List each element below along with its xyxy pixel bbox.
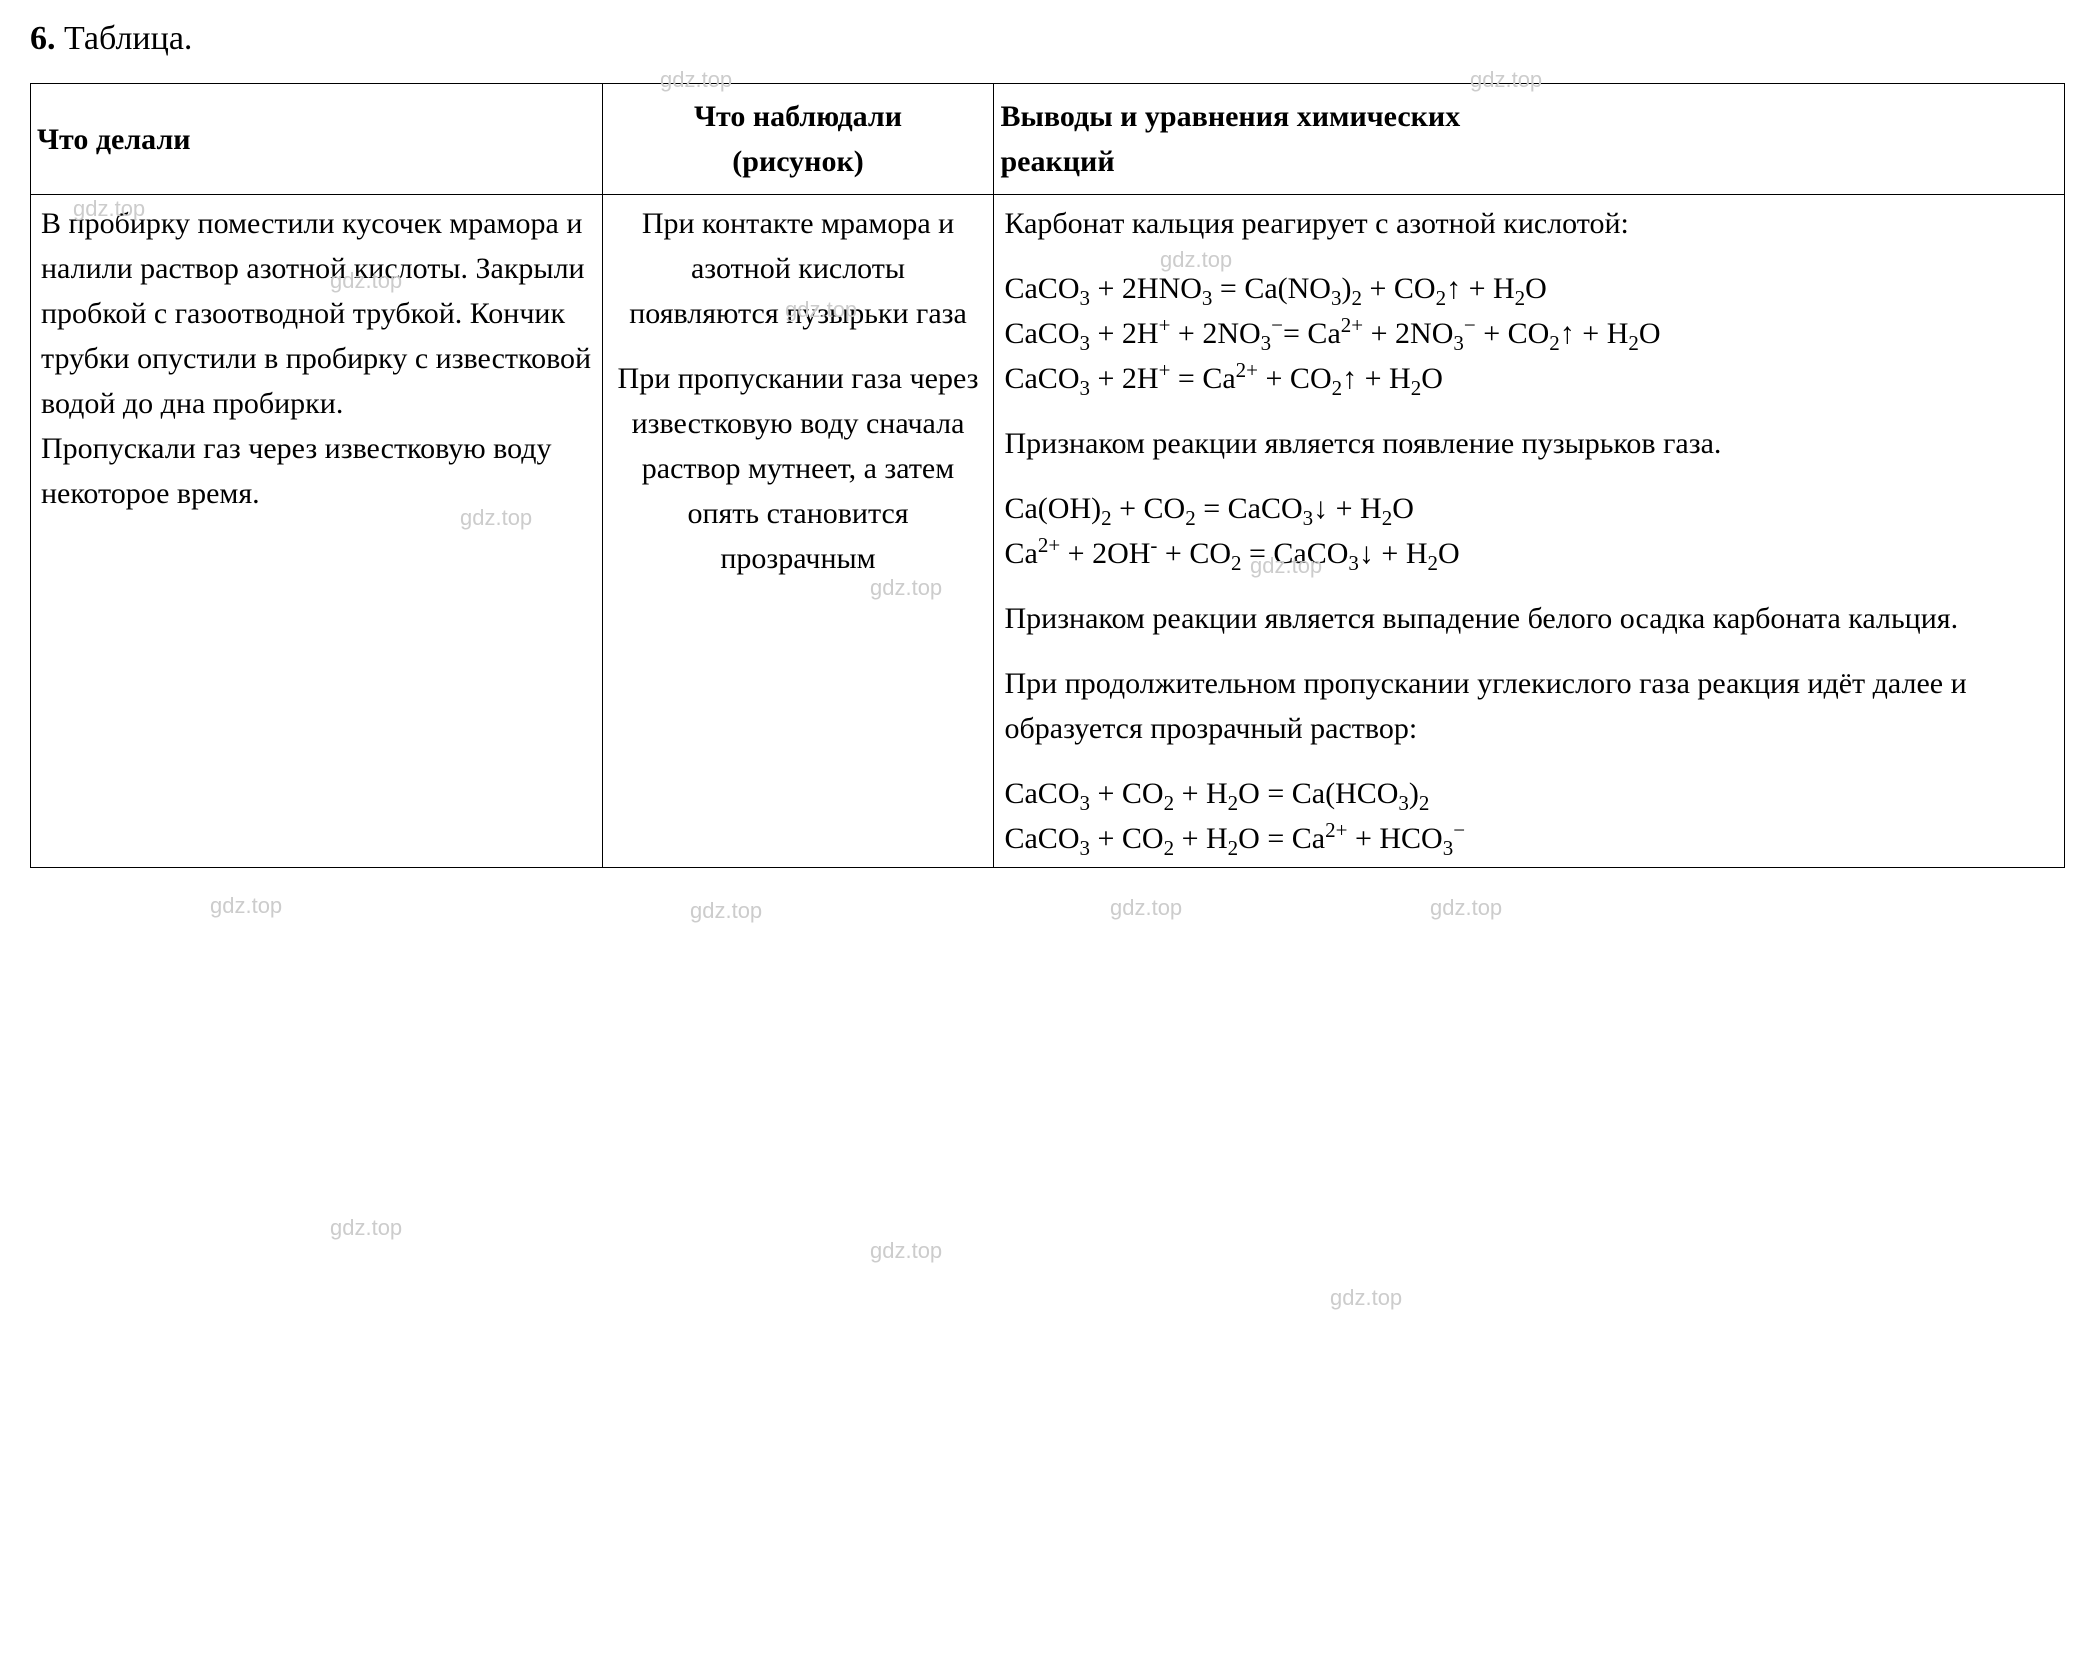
col3-eq3: CaCO3 + 2H+ = Ca2+ + CO2↑ + H2O [1004, 356, 2054, 401]
watermark-text: gdz.top [870, 1238, 942, 1264]
col3-eq5: Ca2+ + 2OH- + CO2 = CaCO3↓ + H2O [1004, 531, 2054, 576]
header-col1: Что делали [31, 84, 603, 195]
cell-col2: При контакте мрамора и азотной кислоты п… [602, 195, 994, 868]
header-col3-line2: реакций [1000, 145, 1114, 178]
header-col2: Что наблюдали (рисунок) [602, 84, 994, 195]
watermark-text: gdz.top [1430, 895, 1502, 921]
watermark-text: gdz.top [1110, 895, 1182, 921]
title-text: Таблица. [56, 20, 193, 57]
col3-eq2: CaCO3 + 2H+ + 2NO3−= Ca2+ + 2NO3− + CO2↑… [1004, 311, 2054, 356]
header-col2-line2: (рисунок) [732, 145, 863, 178]
cell-col1: В пробирку поместили кусочек мрамора и н… [31, 195, 603, 868]
header-col3: Выводы и уравнения химических реакций [994, 84, 2065, 195]
page-title: 6. Таблица. [30, 20, 2065, 58]
col3-eq7: CaCO3 + CO2 + H2O = Ca2+ + HCO3− [1004, 816, 2054, 861]
col3-cont: При продолжительном пропускании углекисл… [1004, 661, 2054, 751]
watermark-text: gdz.top [330, 1215, 402, 1241]
col3-sign2: Признаком реакции является выпадение бел… [1004, 596, 2054, 641]
col3-intro: Карбонат кальция реагирует с азотной кис… [1004, 201, 2054, 246]
header-col2-line1: Что наблюдали [694, 100, 902, 133]
col3-eq1: CaCO3 + 2HNO3 = Ca(NO3)2 + CO2↑ + H2O [1004, 266, 2054, 311]
table-header-row: Что делали Что наблюдали (рисунок) Вывод… [31, 84, 2065, 195]
col1-p1: В пробирку поместили кусочек мрамора и н… [41, 201, 592, 426]
col3-eq6: CaCO3 + CO2 + H2O = Ca(HCO3)2 [1004, 771, 2054, 816]
table-row: В пробирку поместили кусочек мрамора и н… [31, 195, 2065, 868]
watermark-text: gdz.top [1330, 1285, 1402, 1311]
col2-p1: При контакте мрамора и азотной кислоты п… [613, 201, 984, 336]
col2-p2: При пропускании газа через известковую в… [613, 356, 984, 581]
col1-p2: Пропускали газ через известковую воду не… [41, 426, 592, 516]
header-col3-line1: Выводы и уравнения химических [1000, 100, 1460, 133]
watermark-text: gdz.top [210, 893, 282, 919]
col3-sign1: Признаком реакции является появление пуз… [1004, 421, 2054, 466]
watermark-text: gdz.top [690, 898, 762, 924]
main-table: Что делали Что наблюдали (рисунок) Вывод… [30, 83, 2065, 868]
title-number: 6. [30, 20, 56, 57]
cell-col3: Карбонат кальция реагирует с азотной кис… [994, 195, 2065, 868]
col3-eq4: Ca(OH)2 + CO2 = CaCO3↓ + H2O [1004, 486, 2054, 531]
